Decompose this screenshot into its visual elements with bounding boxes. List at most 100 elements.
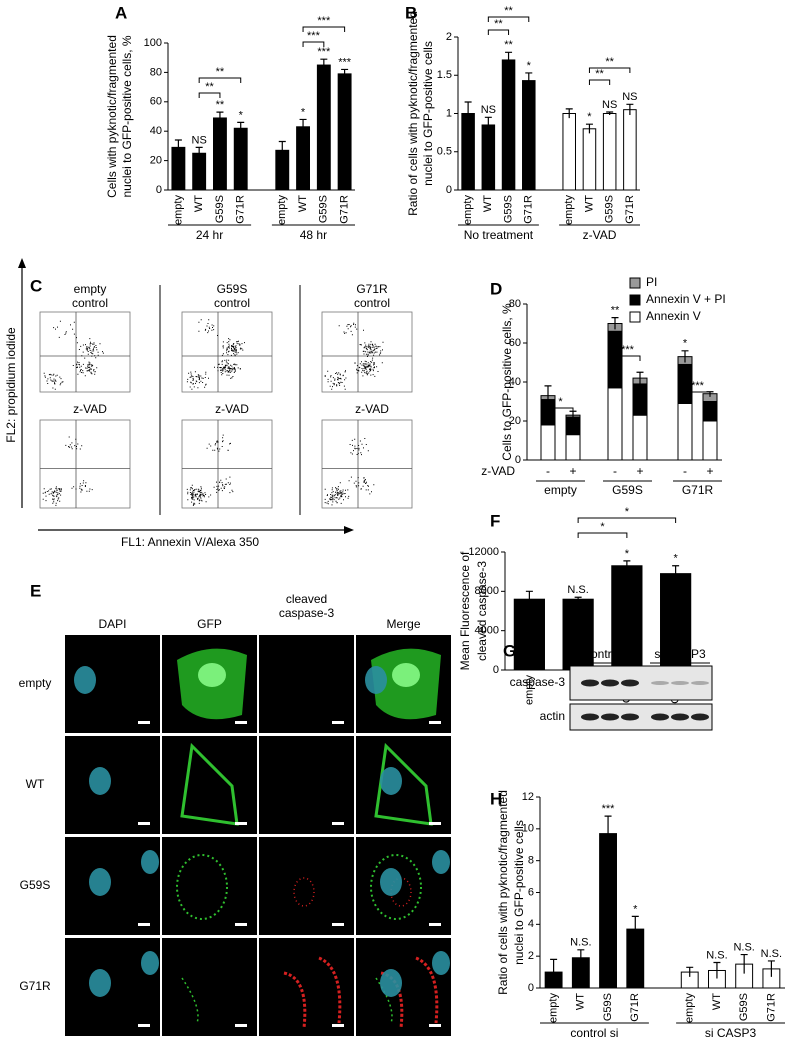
error-bar	[574, 596, 582, 602]
micrograph	[356, 837, 451, 935]
micrograph-bg	[356, 736, 451, 834]
y-tick-label: 20	[509, 415, 521, 427]
scale-bar	[332, 822, 344, 825]
y-tick-label: 2	[446, 31, 452, 43]
flow-plot-title: z-VAD	[355, 402, 389, 416]
blot-band	[671, 713, 689, 721]
bar	[677, 402, 693, 461]
y-axis-label: Ratio of cells with pyknotic/fragmented	[496, 790, 510, 995]
error-bar	[505, 51, 513, 68]
row-label: G71R	[19, 979, 51, 993]
panel-letter: G	[503, 641, 516, 660]
significance-label: ***	[691, 380, 705, 392]
error-bar	[216, 111, 224, 124]
bar	[296, 126, 310, 191]
y-tick-label: 40	[509, 376, 521, 388]
bar	[213, 117, 227, 191]
error-bar	[550, 958, 558, 985]
error-bar	[740, 953, 748, 974]
micrograph-bg	[259, 837, 354, 935]
x-tick-label: G59S	[602, 993, 614, 1021]
dapi-nucleus	[380, 767, 402, 795]
significance-label: ***	[307, 30, 321, 42]
significance-bracket	[577, 532, 628, 538]
significance-label: ***	[602, 803, 616, 815]
legend-label: Annexin V	[646, 309, 701, 323]
gfp-nucleus	[198, 663, 226, 687]
micrograph-bg	[259, 635, 354, 733]
micrograph	[356, 736, 451, 834]
significance-label: N.S.	[567, 584, 588, 596]
significance-label: NS	[622, 91, 637, 103]
gfp-puncta	[375, 977, 393, 1024]
scale-bar	[429, 822, 441, 825]
legend-label: PI	[646, 275, 657, 289]
y-tick-label: 20	[150, 155, 162, 167]
y-axis-label: nuclei to GFP-positive cells, %	[120, 35, 134, 197]
error-bar	[623, 560, 631, 571]
x-tick-label: empty	[462, 195, 474, 225]
bar	[513, 598, 545, 671]
scale-bar	[332, 1024, 344, 1027]
scale-bar	[235, 822, 247, 825]
y-tick-label: 4	[528, 918, 534, 930]
error-bar	[585, 123, 593, 134]
dapi-nucleus	[89, 868, 111, 896]
group-label: 24 hr	[196, 228, 223, 242]
bar	[233, 127, 248, 191]
micrograph-bg	[162, 736, 257, 834]
error-bar	[484, 116, 492, 133]
error-bar	[464, 101, 472, 125]
significance-bracket	[588, 79, 611, 85]
chart	[523, 277, 722, 482]
row-label: WT	[26, 777, 45, 791]
blot-band	[691, 713, 709, 721]
error-bar	[320, 58, 328, 71]
x-tick-label: empty	[684, 993, 696, 1023]
scale-bar	[235, 721, 247, 724]
bar	[702, 420, 718, 461]
dapi-nucleus	[89, 767, 111, 795]
scale-bar	[235, 1024, 247, 1027]
significance-bracket	[614, 355, 641, 361]
flow-plot-title: z-VAD	[73, 402, 107, 416]
micrograph	[162, 938, 257, 1036]
x-tick-label: empty	[548, 993, 560, 1023]
blot-band	[601, 713, 619, 721]
significance-label: ***	[317, 15, 331, 27]
gfp-nucleus	[392, 663, 420, 687]
y-tick-label: 8000	[475, 585, 499, 597]
bar	[632, 414, 648, 461]
blot-band	[691, 681, 709, 685]
bar	[677, 363, 693, 404]
significance-label: N.S.	[706, 949, 727, 961]
flow-x-axis-label: FL1: Annexin V/Alexa 350	[121, 535, 259, 549]
scale-bar	[235, 923, 247, 926]
y-tick-label: 100	[144, 37, 162, 49]
error-bar	[525, 590, 533, 608]
x-tick-label: G71R	[765, 993, 777, 1022]
error-bar	[278, 140, 286, 160]
bar	[540, 424, 556, 461]
flow-plot-frame	[321, 419, 413, 509]
significance-label: *	[527, 60, 532, 72]
significance-label: N.S.	[733, 941, 754, 953]
flow-plot-title: control	[354, 296, 390, 310]
x-tick-label: empty	[276, 195, 288, 225]
error-bar	[525, 72, 533, 89]
x-tick-label: G59S	[502, 195, 514, 223]
significance-bracket	[302, 41, 325, 47]
micrograph	[65, 837, 160, 935]
y-tick-label: 4000	[475, 625, 499, 637]
y-axis-label: Cells to GFP-positive cells, %	[500, 303, 514, 461]
significance-label: **	[611, 305, 620, 317]
group-label: control si	[570, 1026, 618, 1040]
micrograph	[162, 837, 257, 935]
significance-bracket	[577, 517, 677, 523]
significance-bracket	[487, 29, 510, 35]
chart	[536, 796, 785, 1024]
scale-bar	[429, 1024, 441, 1027]
x-tick-label: +	[569, 464, 576, 478]
x-tick-label: WT	[297, 195, 309, 212]
y-tick-label: 2	[528, 950, 534, 962]
